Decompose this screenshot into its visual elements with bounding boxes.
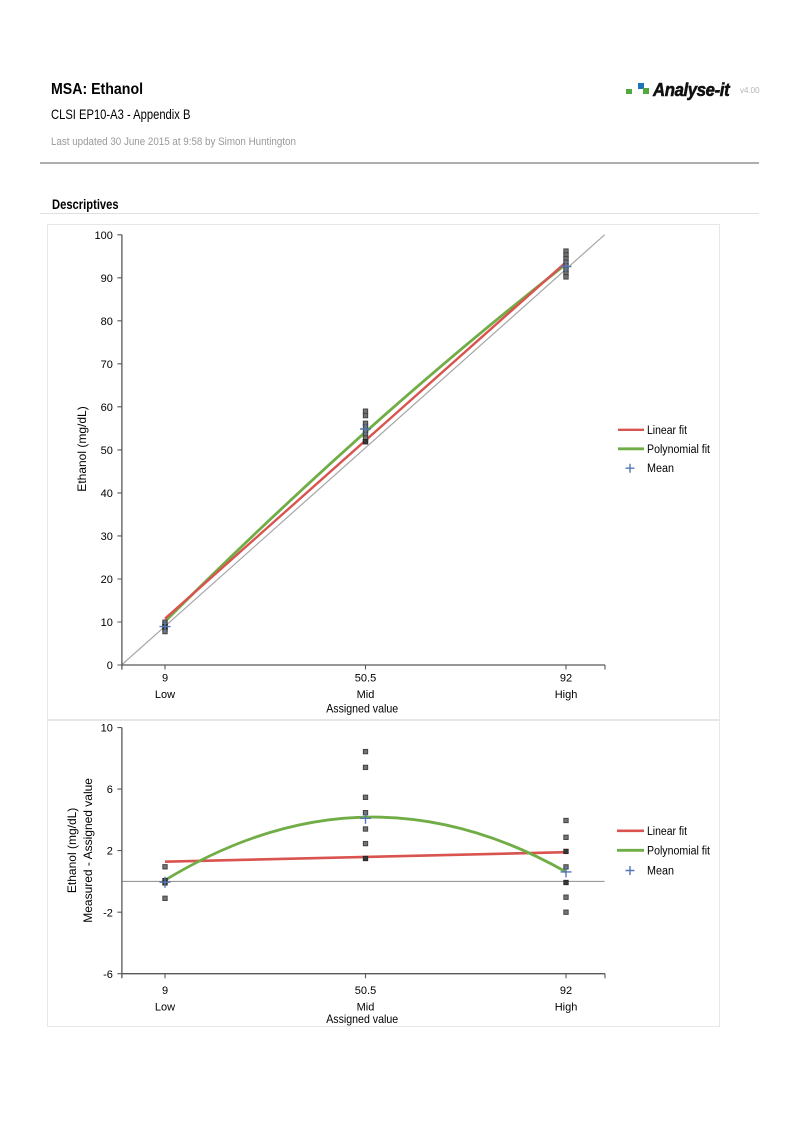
svg-text:10: 10	[101, 723, 113, 735]
svg-text:10: 10	[101, 617, 113, 629]
svg-text:Polynomial fit: Polynomial fit	[647, 444, 711, 456]
svg-text:30: 30	[101, 531, 113, 543]
svg-text:Ethanol (mg/dL): Ethanol (mg/dL)	[65, 808, 79, 893]
svg-text:Low: Low	[155, 689, 175, 701]
svg-text:50: 50	[101, 445, 113, 457]
svg-text:Polynomial fit: Polynomial fit	[647, 845, 711, 857]
svg-text:0: 0	[107, 660, 113, 672]
svg-text:Linear fit: Linear fit	[647, 425, 688, 437]
svg-text:Mean: Mean	[647, 866, 674, 878]
svg-text:6: 6	[107, 784, 113, 796]
svg-text:Ethanol (mg/dL): Ethanol (mg/dL)	[75, 406, 89, 491]
svg-text:Assigned value: Assigned value	[326, 702, 398, 716]
svg-text:2: 2	[107, 846, 113, 858]
svg-text:-2: -2	[103, 907, 113, 919]
svg-text:Assigned value: Assigned value	[326, 1012, 398, 1026]
svg-text:Linear fit: Linear fit	[647, 826, 688, 838]
svg-text:Mean: Mean	[647, 463, 674, 475]
svg-text:9: 9	[162, 673, 168, 685]
svg-text:Low: Low	[155, 1001, 175, 1013]
svg-text:100: 100	[95, 230, 113, 242]
svg-text:Mid: Mid	[357, 689, 375, 701]
svg-text:50.5: 50.5	[355, 673, 376, 685]
svg-text:90: 90	[101, 273, 113, 285]
svg-text:-6: -6	[103, 969, 113, 981]
svg-text:50.5: 50.5	[355, 985, 376, 997]
svg-text:9: 9	[162, 985, 168, 997]
svg-text:80: 80	[101, 316, 113, 328]
svg-text:Measured - Assigned value: Measured - Assigned value	[81, 778, 95, 923]
svg-text:92: 92	[560, 673, 572, 685]
svg-text:92: 92	[560, 985, 572, 997]
svg-text:60: 60	[101, 402, 113, 414]
svg-text:40: 40	[101, 488, 113, 500]
svg-text:20: 20	[101, 574, 113, 586]
svg-text:High: High	[555, 1001, 578, 1013]
svg-text:70: 70	[101, 359, 113, 371]
svg-text:High: High	[555, 689, 578, 701]
svg-text:Mid: Mid	[357, 1001, 375, 1013]
